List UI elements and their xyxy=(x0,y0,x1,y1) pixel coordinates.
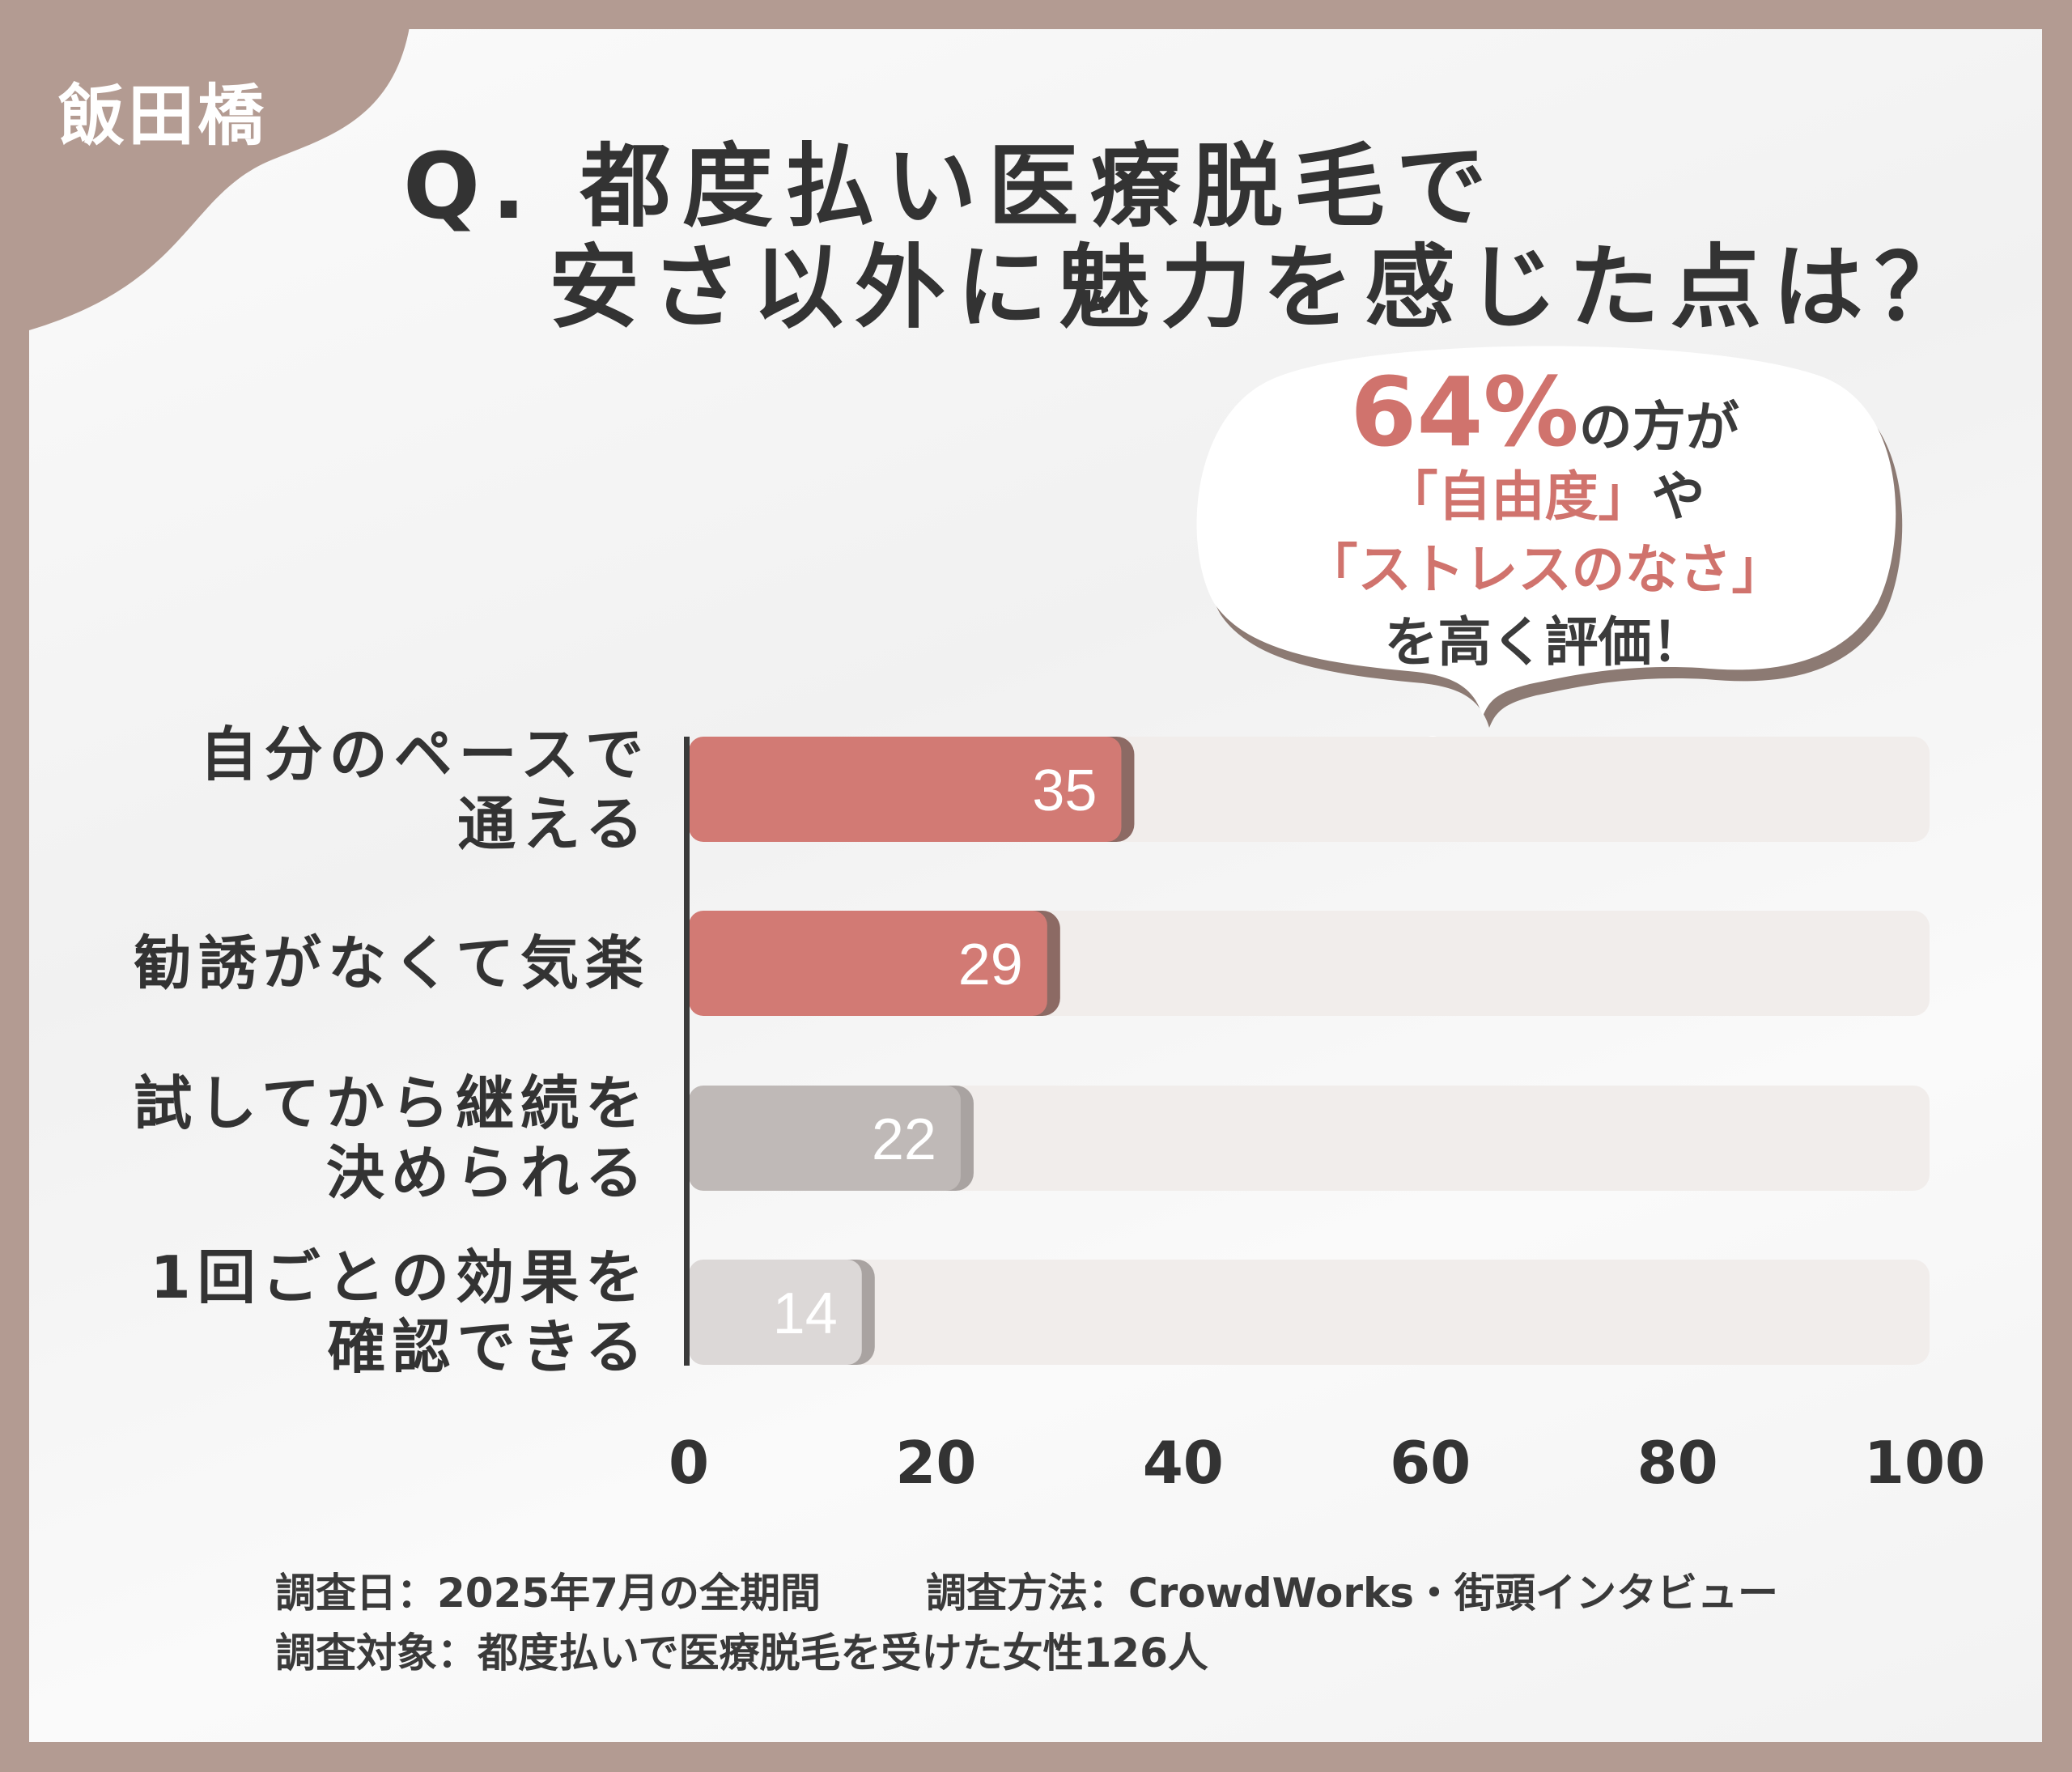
x-tick-label: 0 xyxy=(668,1429,710,1497)
survey-date: 調査日：2025年7月の全期間 xyxy=(275,1570,821,1617)
callout-line1: 64%の方が xyxy=(1187,356,1903,468)
x-tick-label: 80 xyxy=(1637,1429,1718,1497)
x-tick-label: 20 xyxy=(895,1429,977,1497)
panel xyxy=(29,29,2042,1742)
bar-value-label: 22 xyxy=(872,1107,936,1172)
x-tick-label: 40 xyxy=(1142,1429,1224,1497)
callout-text: や xyxy=(1651,465,1705,528)
bar-value-label: 29 xyxy=(958,933,1023,997)
category-label: 勧誘がなくて気楽 xyxy=(134,929,650,997)
callout-percentage: 64% xyxy=(1350,356,1579,468)
x-tick-label: 60 xyxy=(1390,1429,1471,1497)
bar xyxy=(689,1086,961,1191)
category-label: 自分のペースで 通える xyxy=(199,720,650,858)
bar xyxy=(689,737,1122,842)
bar xyxy=(689,911,1047,1016)
callout-line3: 「ストレスのなさ」 xyxy=(1304,538,1785,601)
callout-line2: 「自由度」や xyxy=(1187,453,1903,531)
location-badge: 飯田橋 xyxy=(58,78,268,155)
category-label: 試してから継続を 決められる xyxy=(134,1069,650,1207)
bar-track xyxy=(689,1086,1930,1191)
speech-bubble xyxy=(1196,346,1903,791)
footer-line1: 調査日：2025年7月の全期間 調査方法：CrowdWorks・街頭インタビュー xyxy=(275,1561,1778,1619)
survey-method: 調査方法：CrowdWorks・街頭インタビュー xyxy=(925,1570,1779,1617)
survey-target: 調査対象：都度払いで医療脱毛を受けた女性126人 xyxy=(275,1630,1208,1676)
x-tick-label: 100 xyxy=(1863,1429,1986,1497)
callout-line4: を高く評価！ xyxy=(1384,611,1705,674)
category-label: 1回ごとの効果を 確認できる xyxy=(150,1243,650,1381)
bar-value-label: 35 xyxy=(1032,759,1097,823)
bar-chart: 35 29 22 14 xyxy=(684,737,1930,1366)
title-line1: Q. 都度払い医療脱毛で xyxy=(403,134,1498,240)
bar xyxy=(689,1260,862,1365)
corner-badge-shape xyxy=(0,0,413,330)
callout-text: の方が xyxy=(1578,396,1739,458)
bar-value-label: 14 xyxy=(773,1281,838,1346)
title-line2: 安さ以外に魅力を感じた点は？ xyxy=(549,236,1976,341)
bar-track xyxy=(689,1260,1930,1365)
y-axis-line xyxy=(684,737,690,1366)
callout-highlight: 「自由度」 xyxy=(1384,465,1652,528)
